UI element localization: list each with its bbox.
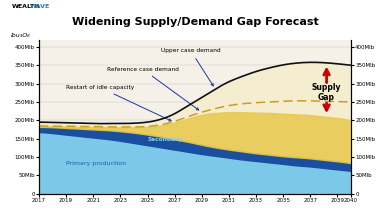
Text: Restart of idle capacity: Restart of idle capacity (66, 85, 171, 121)
Text: WAVE: WAVE (30, 4, 50, 9)
Text: Supply
Gap: Supply Gap (312, 83, 341, 103)
Text: Primary production: Primary production (66, 161, 126, 166)
Text: Upper case demand: Upper case demand (161, 48, 221, 86)
Text: Reference case demand: Reference case demand (107, 67, 199, 110)
Text: Secondary: Secondary (147, 137, 183, 142)
Text: Widening Supply/Demand Gap Forecast: Widening Supply/Demand Gap Forecast (72, 17, 318, 27)
Text: WEALTH: WEALTH (12, 4, 40, 9)
Text: lbu₃O₈: lbu₃O₈ (11, 33, 30, 38)
